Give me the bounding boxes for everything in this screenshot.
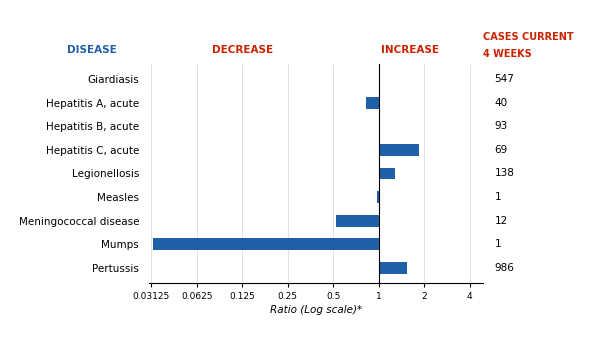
Text: 138: 138 [494, 169, 514, 178]
Text: 4 WEEKS: 4 WEEKS [483, 49, 532, 59]
Text: 69: 69 [494, 145, 508, 155]
Text: DISEASE: DISEASE [67, 45, 117, 55]
Bar [379, 73, 380, 85]
Text: 986: 986 [494, 263, 514, 273]
Bar [336, 215, 379, 227]
Text: 12: 12 [494, 216, 508, 225]
Bar [377, 191, 379, 203]
Text: INCREASE: INCREASE [381, 45, 439, 55]
Text: 1: 1 [494, 192, 501, 202]
Text: 1: 1 [494, 239, 501, 249]
Text: 93: 93 [494, 121, 508, 131]
Text: DECREASE: DECREASE [212, 45, 273, 55]
Bar [365, 97, 379, 109]
Text: CASES CURRENT: CASES CURRENT [483, 32, 574, 42]
Text: 547: 547 [494, 74, 514, 84]
Text: 40: 40 [494, 98, 508, 108]
Bar [379, 167, 395, 179]
Bar [379, 144, 419, 156]
Bar [153, 238, 379, 250]
X-axis label: Ratio (Log scale)*: Ratio (Log scale)* [270, 306, 362, 315]
Bar [379, 262, 407, 274]
